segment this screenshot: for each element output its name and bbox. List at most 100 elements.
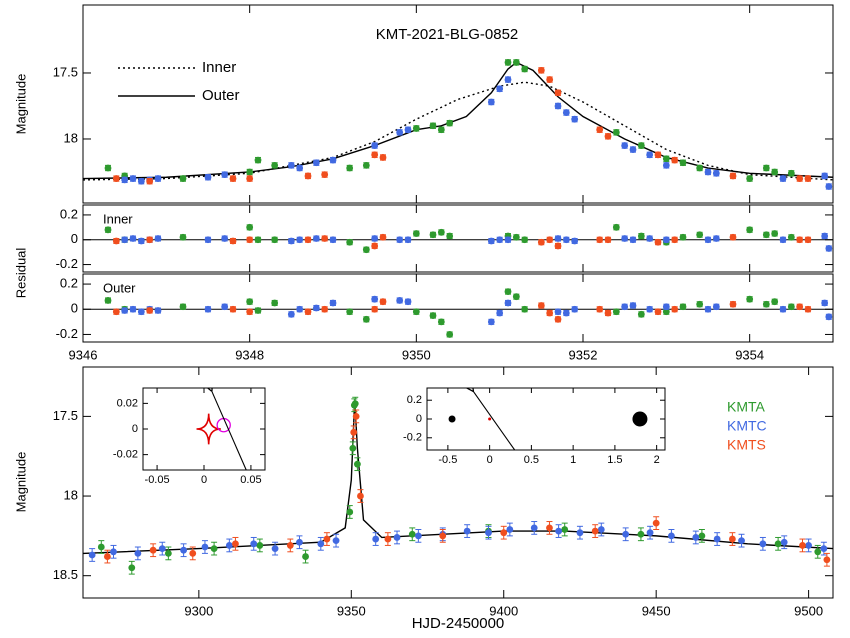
data-point	[662, 236, 670, 244]
data-point	[146, 177, 154, 185]
data-point	[821, 232, 829, 240]
data-point	[796, 303, 804, 311]
data-point	[146, 307, 154, 314]
data-point	[637, 310, 645, 318]
data-layer	[196, 391, 247, 470]
data-point	[112, 237, 120, 245]
data-point	[158, 545, 166, 553]
data-point	[149, 546, 157, 554]
panel: -0.05 0 0.05 0.02 0 -0.02	[113, 387, 266, 486]
data-point	[321, 305, 329, 313]
data-point	[437, 228, 445, 236]
y-tick-label: -0.2	[56, 256, 78, 271]
data-point	[229, 175, 237, 182]
data-point	[504, 288, 512, 296]
data-point	[296, 236, 304, 244]
data-point	[652, 519, 660, 527]
x-tick-label: 0.05	[240, 474, 261, 486]
y-tick-label: 18	[64, 130, 78, 145]
data-point	[221, 171, 229, 179]
data-point	[671, 236, 679, 244]
data-point	[346, 238, 354, 246]
data-point	[506, 526, 514, 533]
data-point	[137, 308, 145, 316]
data-point	[597, 526, 605, 533]
data-point	[521, 305, 529, 313]
data-point	[671, 305, 679, 313]
data-point	[622, 530, 630, 538]
data-point	[404, 298, 412, 306]
x-tick-label: 9400	[489, 603, 518, 618]
data-point	[128, 564, 136, 572]
data-point	[787, 233, 795, 241]
data-point	[201, 543, 209, 551]
data-point	[646, 151, 654, 159]
data-point	[555, 527, 563, 535]
data-point	[561, 526, 569, 533]
x-tick-label: 1.5	[607, 454, 622, 466]
data-point	[104, 297, 112, 304]
data-point	[134, 549, 142, 557]
data-point	[779, 236, 787, 244]
data-point	[712, 235, 720, 242]
x-tick-label: 9500	[794, 603, 823, 618]
panel: 17.5 18	[53, 4, 834, 204]
data-point	[304, 172, 312, 180]
data-point	[371, 142, 379, 149]
data-point	[353, 460, 361, 468]
data-point	[713, 535, 721, 543]
data-point	[379, 298, 387, 306]
data-point	[317, 540, 325, 548]
data-point	[103, 553, 111, 560]
data-point	[246, 223, 254, 231]
data-point	[408, 530, 416, 538]
trajectory	[212, 391, 247, 470]
panel: 9346 9348 9350 9352 9354 0.2 0 -0.2	[56, 273, 834, 362]
x-tick-label: 9300	[184, 603, 213, 618]
data-point	[668, 532, 675, 540]
data-point	[692, 534, 700, 541]
plot-area	[83, 205, 833, 272]
plot-area	[427, 388, 665, 450]
data-point	[312, 304, 320, 312]
data-point	[129, 305, 137, 313]
x-tick-label: 0.5	[524, 454, 539, 466]
data-point	[704, 236, 712, 244]
data-point	[712, 169, 720, 177]
data-point	[562, 309, 570, 317]
data-point	[787, 169, 795, 177]
data-point	[154, 235, 162, 242]
data-point	[504, 299, 512, 307]
panel: 0.2 0 -0.2	[56, 204, 834, 273]
data-point	[821, 299, 829, 307]
data-point	[225, 542, 233, 549]
data-point	[537, 238, 545, 246]
data-point	[562, 109, 570, 116]
data-point	[485, 529, 492, 537]
data-point	[662, 161, 670, 169]
data-point	[771, 168, 779, 176]
data-point	[512, 233, 520, 241]
y-tick-label: 0.2	[407, 394, 422, 406]
data-point	[97, 543, 105, 551]
data-layer	[83, 59, 833, 190]
data-point	[771, 230, 779, 237]
data-point	[346, 508, 354, 516]
data-point	[372, 535, 380, 543]
data-point	[287, 237, 295, 245]
data-point	[604, 132, 612, 140]
data-point	[779, 305, 787, 313]
data-point	[312, 159, 320, 167]
data-point	[796, 175, 804, 182]
data-point	[254, 236, 262, 244]
data-point	[698, 532, 706, 540]
data-point	[604, 309, 612, 317]
x-tick-label: 9354	[735, 347, 764, 362]
data-point	[762, 231, 770, 239]
data-point	[371, 295, 379, 303]
data-point	[164, 549, 172, 557]
data-point	[379, 154, 387, 161]
x-tick-label: 0	[201, 474, 207, 486]
data-point	[104, 226, 112, 234]
